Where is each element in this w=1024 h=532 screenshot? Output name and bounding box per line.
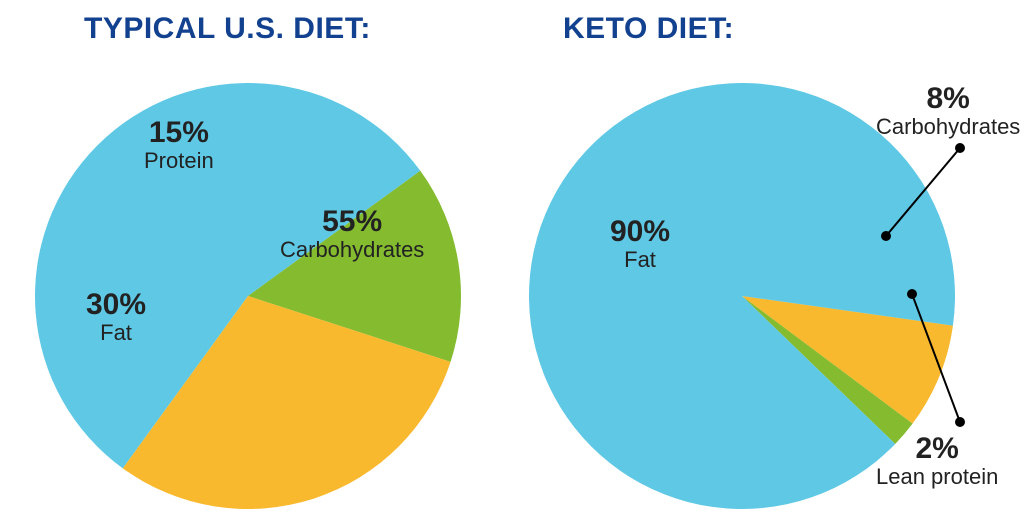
slice-percent: 55%: [280, 205, 424, 238]
slice-label: Fat: [86, 321, 146, 345]
label-us-fat: 30%Fat: [86, 288, 146, 345]
slice-label: Protein: [144, 149, 214, 173]
label-keto-protein: 2%Lean protein: [876, 432, 998, 489]
slice-percent: 15%: [144, 116, 214, 149]
label-us-carb: 55%Carbohydrates: [280, 205, 424, 262]
slice-percent: 2%: [876, 432, 998, 465]
label-us-protein: 15%Protein: [144, 116, 214, 173]
label-keto-carb: 8%Carbohydrates: [876, 82, 1020, 139]
slice-label: Lean protein: [876, 465, 998, 489]
slice-percent: 30%: [86, 288, 146, 321]
slice-label: Carbohydrates: [280, 238, 424, 262]
leader-lines: [0, 0, 1024, 532]
slice-percent: 90%: [610, 215, 670, 248]
slice-percent: 8%: [876, 82, 1020, 115]
label-keto-fat: 90%Fat: [610, 215, 670, 272]
slice-label: Carbohydrates: [876, 115, 1020, 139]
slice-label: Fat: [610, 248, 670, 272]
